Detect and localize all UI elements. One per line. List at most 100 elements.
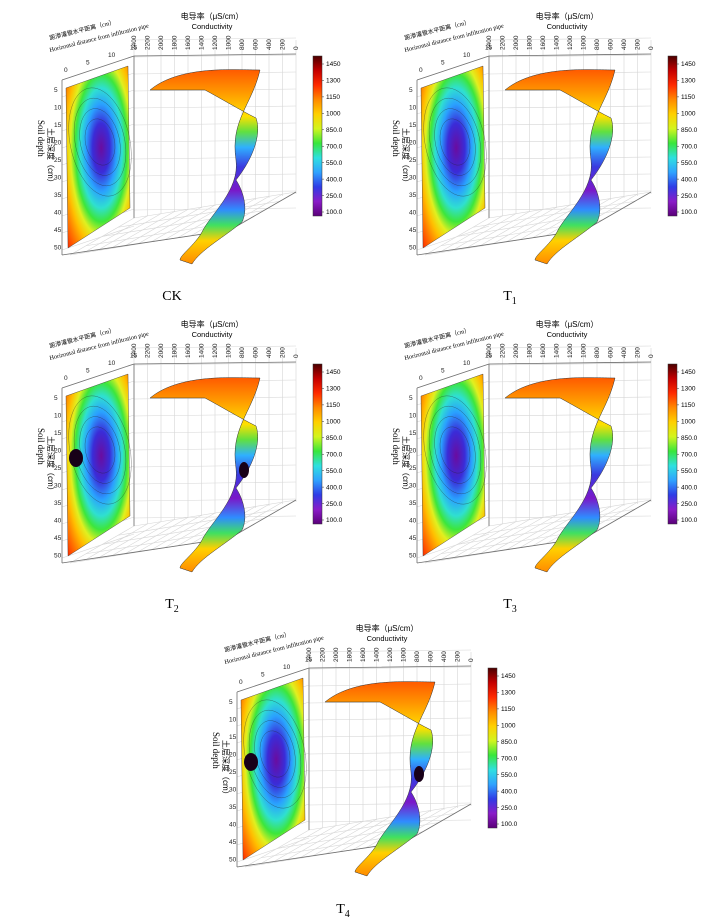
conductivity-tick-label: 1600: [185, 35, 192, 50]
chart-panel-0: 2400 2200 2000 1800 1600 1400 1200 1000 800 600 40…: [30, 10, 360, 295]
colorbar-tick-label: 1450: [681, 61, 696, 68]
conductivity-surface: [149, 69, 261, 265]
depth-axis-title-cn: 土层深度（cm）: [46, 128, 56, 187]
conductivity-tick-label: 600: [253, 347, 260, 358]
panel-caption-subscript: 3: [511, 603, 517, 615]
depth-tick-label: 25: [54, 465, 62, 472]
depth-tick-label: 10: [229, 717, 237, 724]
depth-tick-label: 45: [409, 535, 417, 542]
colorbar-tick-label: 400.0: [326, 484, 343, 491]
panel-caption-text: T: [503, 597, 512, 612]
colorbar-tick-label: 850.0: [501, 739, 518, 746]
colorbar-tick-label: 700.0: [326, 451, 343, 458]
colorbar-tick-label: 1450: [681, 369, 696, 376]
colorbar-tick-label: 550.0: [326, 160, 343, 167]
distance-tick-label: 5: [441, 368, 445, 375]
colorbar-tick-label: 700.0: [681, 143, 698, 150]
depth-tick-label: 45: [409, 227, 417, 234]
depth-tick-label: 10: [54, 413, 62, 420]
depth-tick-label: 30: [54, 483, 62, 490]
conductivity-tick-label: 0: [648, 46, 655, 50]
conductivity-tick-label: 800: [239, 347, 246, 358]
conductivity-surface: [504, 69, 616, 265]
depth-tick-label: 50: [54, 553, 62, 560]
depth-tick-label: 15: [409, 430, 417, 437]
colorbar: [667, 363, 678, 525]
distance-tick-label: 10: [108, 52, 116, 59]
conductivity-tick-label: 1200: [387, 647, 394, 662]
depth-tick-label: 25: [409, 465, 417, 472]
depth-tick-label: 35: [229, 804, 237, 811]
depth-tick-label: 10: [409, 105, 417, 112]
conductivity-tick-label: 1000: [226, 343, 233, 358]
depth-tick-label: 45: [54, 535, 62, 542]
conductivity-tick-label: 0: [293, 354, 300, 358]
conductivity-tick-label: 200: [455, 651, 462, 662]
conductivity-tick-label: 2400: [486, 343, 493, 358]
chart-svg: 2400 2200 2000 1800 1600 1400 1200 1000 800 600 40…: [391, 319, 698, 573]
conductivity-tick-label: 1400: [554, 343, 561, 358]
distance-depth-surface: [65, 373, 131, 557]
distance-tick-label: 15: [485, 353, 493, 360]
conductivity-tick-label: 1800: [347, 647, 354, 662]
chart-panel-3: 2400 2200 2000 1800 1600 1400 1200 1000 800 600 40…: [385, 318, 715, 603]
conductivity-tick-label: 2000: [513, 343, 520, 358]
depth-tick-label: 50: [229, 857, 237, 864]
depth-axis-title-en: Soil depth: [36, 120, 46, 157]
depth-tick-label: 20: [54, 448, 62, 455]
depth-tick-label: 20: [409, 140, 417, 147]
conductivity-tick-label: 1200: [212, 35, 219, 50]
colorbar-tick-label: 400.0: [326, 176, 343, 183]
distance-depth-surface: [420, 65, 486, 249]
depth-tick-label: 5: [54, 87, 58, 94]
colorbar-tick-label: 100.0: [681, 209, 698, 216]
conductivity-tick-label: 200: [635, 347, 642, 358]
conductivity-tick-label: 1400: [374, 647, 381, 662]
depth-axis-title-cn: 土层深度（cm）: [401, 128, 411, 187]
colorbar-tick-label: 700.0: [501, 755, 518, 762]
colorbar-tick-label: 1150: [681, 402, 695, 409]
distance-depth-surface: [240, 677, 306, 861]
depth-tick-label: 35: [54, 192, 62, 199]
colorbar-tick-label: 1450: [501, 673, 516, 680]
distance-tick-label: 15: [485, 45, 493, 52]
depth-tick-label: 15: [54, 122, 62, 129]
colorbar-tick-label: 250.0: [326, 193, 343, 200]
depth-tick-label: 15: [229, 734, 237, 741]
panel-caption-text: T: [336, 902, 345, 917]
colorbar-tick-label: 550.0: [681, 468, 698, 475]
colorbar-tick-label: 1300: [501, 690, 516, 697]
conductivity-tick-label: 200: [280, 347, 287, 358]
conductivity-tick-label: 2000: [333, 647, 340, 662]
conductivity-tick-label: 2000: [158, 35, 165, 50]
colorbar-tick-label: 850.0: [326, 127, 343, 134]
depth-tick-label: 30: [409, 175, 417, 182]
conductivity-tick-label: 1400: [199, 35, 206, 50]
conductivity-tick-label: 2400: [486, 35, 493, 50]
colorbar-tick-label: 250.0: [681, 501, 698, 508]
colorbar-tick-label: 1000: [681, 419, 696, 426]
colorbar-tick-label: 400.0: [681, 484, 698, 491]
depth-tick-label: 20: [54, 140, 62, 147]
distance-tick-label: 10: [283, 664, 291, 671]
low-conductivity-core: [414, 766, 424, 782]
panel-caption: T3: [480, 597, 540, 615]
colorbar-tick-label: 850.0: [681, 435, 698, 442]
conductivity-tick-label: 1800: [172, 35, 179, 50]
depth-axis-title-cn: 土层深度（cm）: [221, 740, 231, 799]
chart-svg: 2400 2200 2000 1800 1600 1400 1200 1000 800 600 40…: [391, 11, 698, 265]
conductivity-axis-title-en: Conductivity: [192, 330, 233, 339]
conductivity-tick-label: 800: [414, 651, 421, 662]
colorbar-tick-label: 1150: [681, 94, 695, 101]
conductivity-tick-label: 2200: [500, 35, 507, 50]
chart-svg: 2400 2200 2000 1800 1600 1400 1200 1000 800 600 40…: [211, 623, 518, 877]
chart-panel-4: 2400 2200 2000 1800 1600 1400 1200 1000 800 600 40…: [205, 622, 535, 907]
chart-svg: 2400 2200 2000 1800 1600 1400 1200 1000 800 600 40…: [36, 319, 343, 573]
conductivity-tick-label: 400: [266, 347, 273, 358]
conductivity-tick-label: 2200: [500, 343, 507, 358]
depth-tick-label: 20: [409, 448, 417, 455]
conductivity-axis-title-en: Conductivity: [547, 330, 588, 339]
conductivity-tick-label: 1400: [199, 343, 206, 358]
conductivity-tick-label: 2200: [145, 35, 152, 50]
panel-caption: T1: [480, 289, 540, 307]
